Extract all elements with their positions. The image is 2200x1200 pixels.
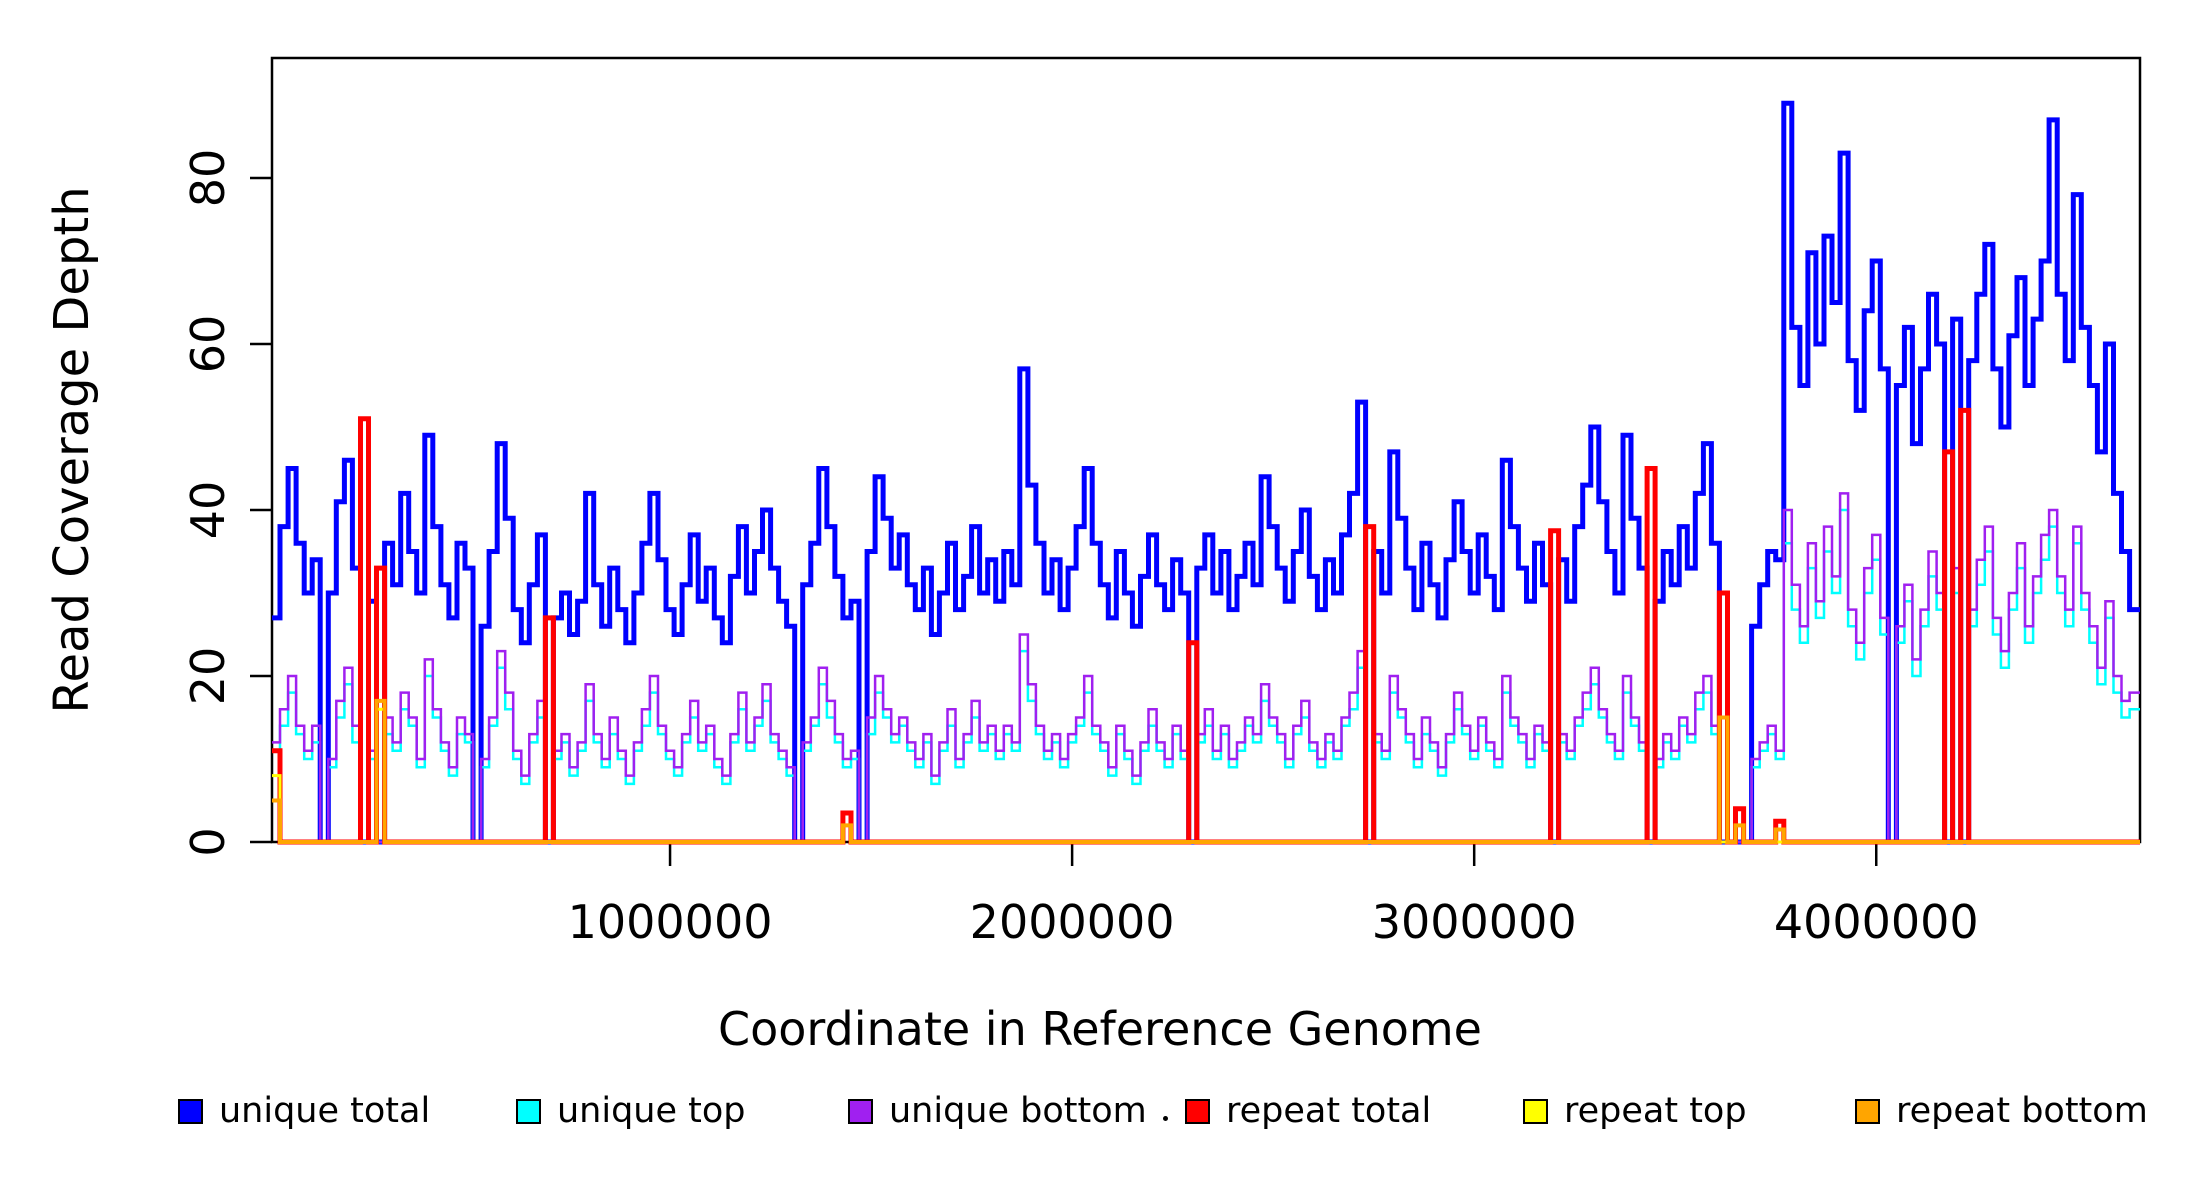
legend-item-repeat-top: repeat top <box>1523 1091 1747 1131</box>
legend-label: unique total <box>219 1091 431 1131</box>
legend-label: unique bottom <box>889 1091 1147 1131</box>
x-axis-title: Coordinate in Reference Genome <box>718 1002 1482 1056</box>
svg-text:3000000: 3000000 <box>1372 895 1577 949</box>
svg-text:1000000: 1000000 <box>568 895 773 949</box>
stray-dot-mark <box>1163 1116 1168 1121</box>
svg-text:2000000: 2000000 <box>970 895 1175 949</box>
y-axis-title: Read Coverage Depth <box>44 186 100 714</box>
legend-label: unique top <box>557 1091 746 1131</box>
coverage-plot-canvas: 0 20 40 60 80 1000000 2000000 3000000 4000000 <box>181 56 2142 949</box>
svg-text:0: 0 <box>181 827 235 856</box>
unique-top-swatch-icon <box>516 1098 541 1124</box>
svg-text:80: 80 <box>181 149 235 208</box>
legend-item-unique-top: unique top <box>516 1091 746 1131</box>
legend-label: repeat bottom <box>1896 1091 2148 1131</box>
legend-item-repeat-total: repeat total <box>1185 1091 1431 1131</box>
svg-text:40: 40 <box>181 481 235 540</box>
unique-bottom-swatch-icon <box>848 1098 873 1124</box>
legend-label: repeat total <box>1226 1091 1432 1131</box>
repeat-top-swatch-icon <box>1523 1098 1548 1124</box>
legend-item-repeat-bottom: repeat bottom <box>1855 1091 2148 1131</box>
repeat-total-swatch-icon <box>1185 1098 1210 1124</box>
legend-item-unique-total: unique total <box>178 1091 430 1131</box>
legend-item-unique-bottom: unique bottom <box>848 1091 1147 1131</box>
svg-text:4000000: 4000000 <box>1774 895 1979 949</box>
svg-text:60: 60 <box>181 315 235 374</box>
svg-text:20: 20 <box>181 647 235 706</box>
legend-label: repeat top <box>1564 1091 1747 1131</box>
repeat-bottom-swatch-icon <box>1855 1098 1880 1124</box>
unique-total-swatch-icon <box>178 1098 203 1124</box>
